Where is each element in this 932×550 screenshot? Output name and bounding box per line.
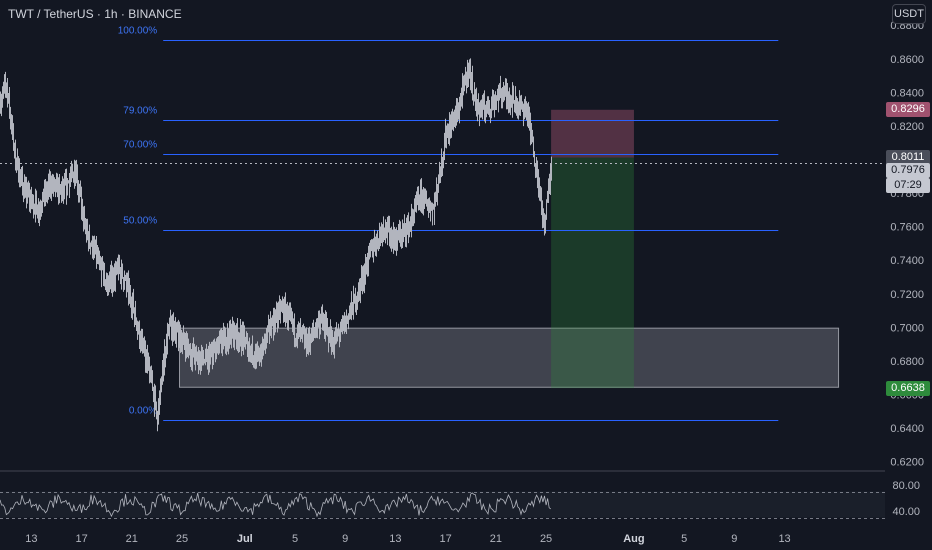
time-axis-tick: 17 [75, 533, 87, 545]
price-axis-tick: 0.6400 [890, 423, 924, 435]
price-axis-tick: 0.8400 [890, 87, 924, 99]
stop-loss-zone[interactable] [551, 109, 634, 158]
time-axis-tick: 9 [342, 533, 348, 545]
demand-zone[interactable] [179, 327, 840, 388]
time-axis-tick: 13 [25, 533, 37, 545]
time-axis-tick: 17 [440, 533, 452, 545]
price-axis-tick: 0.7600 [890, 222, 924, 234]
time-axis-tick: 21 [490, 533, 502, 545]
price-axis-tick: 0.8200 [890, 121, 924, 133]
oscillator-line [0, 492, 552, 518]
last-price-tag: 0.7976 [886, 162, 930, 178]
stop-price-tag: 0.8296 [886, 102, 930, 118]
time-axis-tick: 9 [731, 533, 737, 545]
oscillator-band-fill [0, 491, 885, 518]
take-profit-zone[interactable] [551, 157, 634, 389]
time-axis-tick: 5 [681, 533, 687, 545]
fib-level-label: 70.00% [123, 140, 157, 151]
currency-unit-button[interactable]: USDT [892, 4, 926, 24]
time-axis-tick: 25 [176, 533, 188, 545]
price-axis-tick: 0.6800 [890, 356, 924, 368]
fib-level-label: 100.00% [118, 26, 158, 37]
candles [0, 58, 552, 432]
entry-price-tag: 0.8011 [886, 150, 930, 166]
time-axis-tick: 21 [126, 533, 138, 545]
target-price-tag: 0.6638 [886, 380, 930, 396]
symbol-title[interactable]: TWT / TetherUS · 1h · BINANCE [8, 7, 182, 21]
time-axis-tick: Aug [623, 533, 644, 545]
oscillator-axis-tick: 40.00 [892, 506, 920, 518]
price-axis-tick: 0.6200 [890, 457, 924, 469]
price-axis-tick: 0.7200 [890, 289, 924, 301]
price-axis-tick: 0.7000 [890, 322, 924, 334]
time-axis-tick: 13 [389, 533, 401, 545]
time-axis-tick: 13 [778, 533, 790, 545]
price-axis-tick: 0.8600 [890, 54, 924, 66]
oscillator-axis-tick: 80.00 [892, 480, 920, 492]
time-axis-tick: 25 [540, 533, 552, 545]
fib-level-label: 50.00% [123, 216, 157, 227]
fib-level-label: 0.00% [129, 406, 157, 417]
bar-countdown-tag: 07:29 [886, 177, 930, 193]
fib-level-label: 79.00% [123, 106, 157, 117]
time-axis-tick: Jul [237, 533, 253, 545]
time-axis-tick: 5 [292, 533, 298, 545]
price-axis-tick: 0.7400 [890, 255, 924, 267]
